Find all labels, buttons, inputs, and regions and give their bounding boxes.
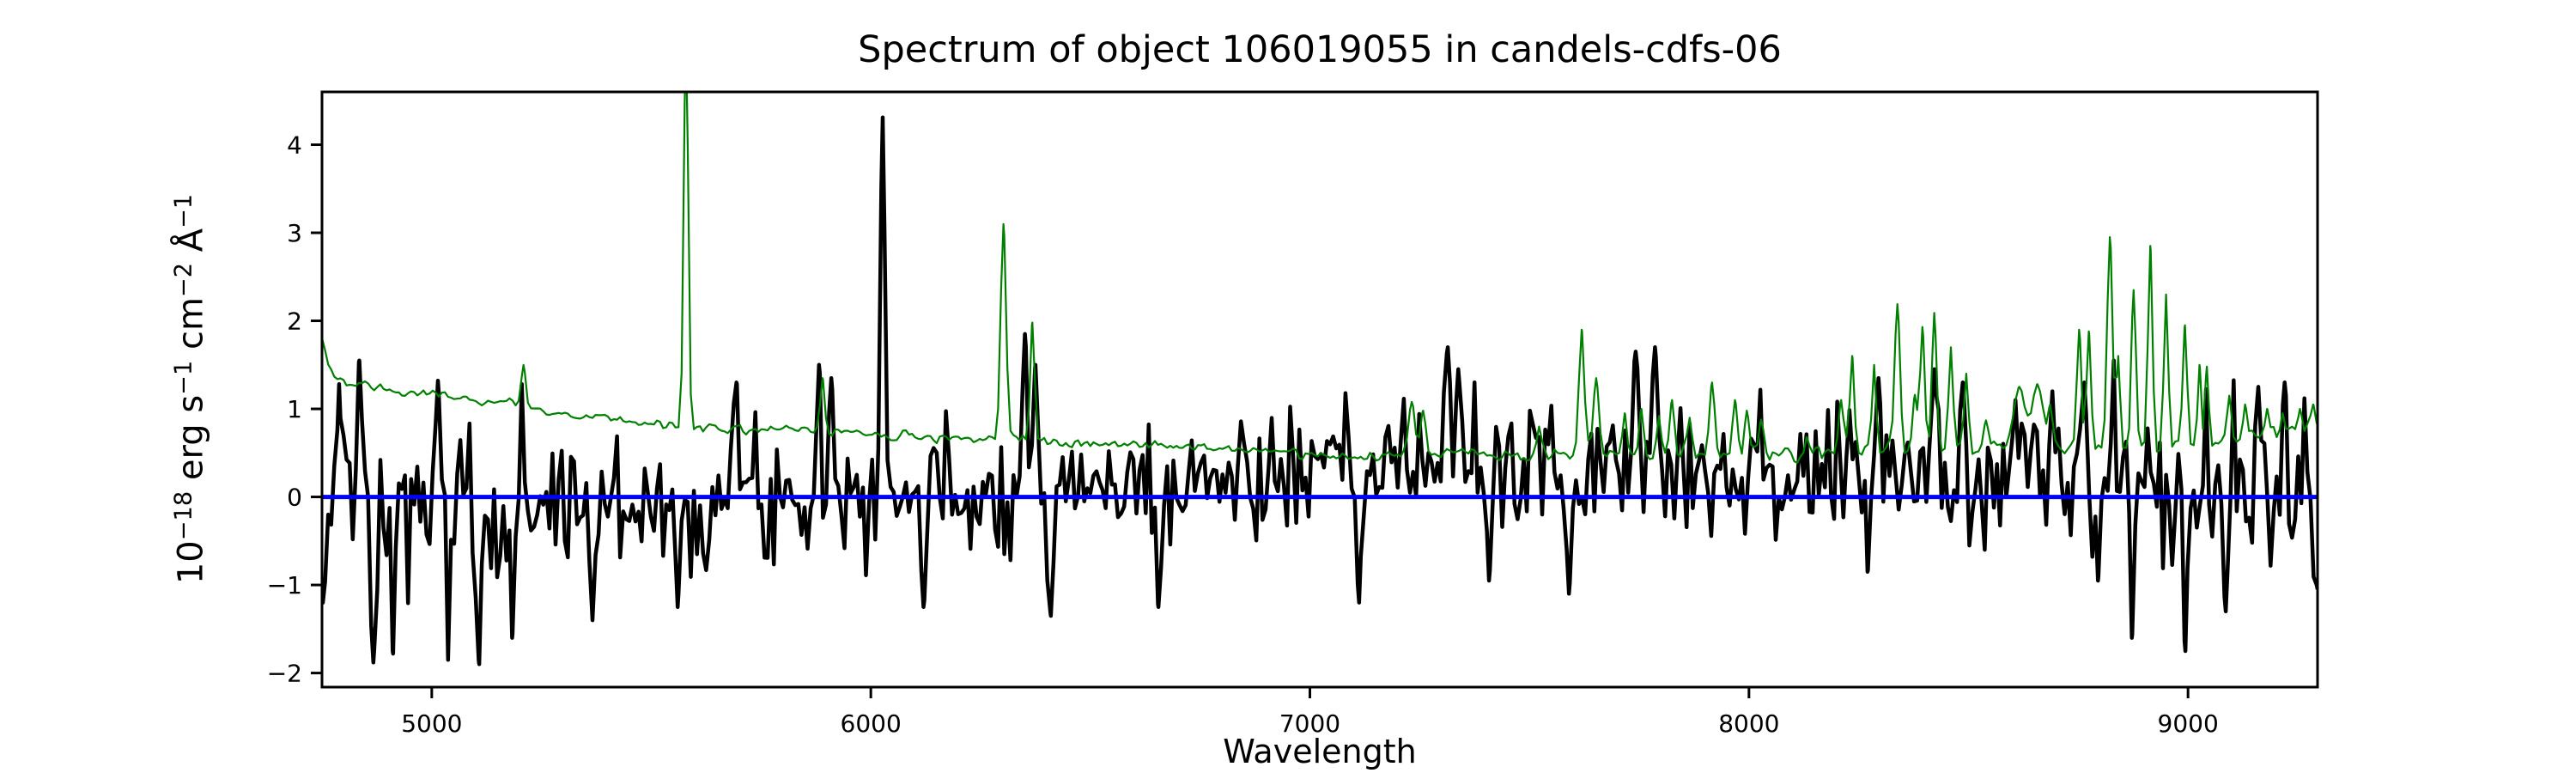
- x-tick-label: 7000: [1279, 709, 1340, 738]
- y-tick-label: −2: [267, 660, 302, 688]
- y-tick-label: 3: [287, 219, 302, 247]
- x-tick-label: 5000: [401, 709, 462, 738]
- x-tick-label: 9000: [2158, 709, 2219, 738]
- x-tick-label: 8000: [1718, 709, 1779, 738]
- y-tick-label: 2: [287, 307, 302, 336]
- chart-title: Spectrum of object 106019055 in candels-…: [858, 28, 1782, 71]
- axes-frame: [320, 90, 2319, 689]
- y-tick-label: 0: [287, 484, 302, 512]
- y-tick-label: 1: [287, 395, 302, 423]
- y-tick-label: −1: [267, 571, 302, 600]
- x-tick-label: 6000: [841, 709, 902, 738]
- noise-line: [322, 92, 2318, 464]
- y-tick-label: 4: [287, 131, 302, 160]
- x-axis-label: Wavelength: [1223, 733, 1417, 770]
